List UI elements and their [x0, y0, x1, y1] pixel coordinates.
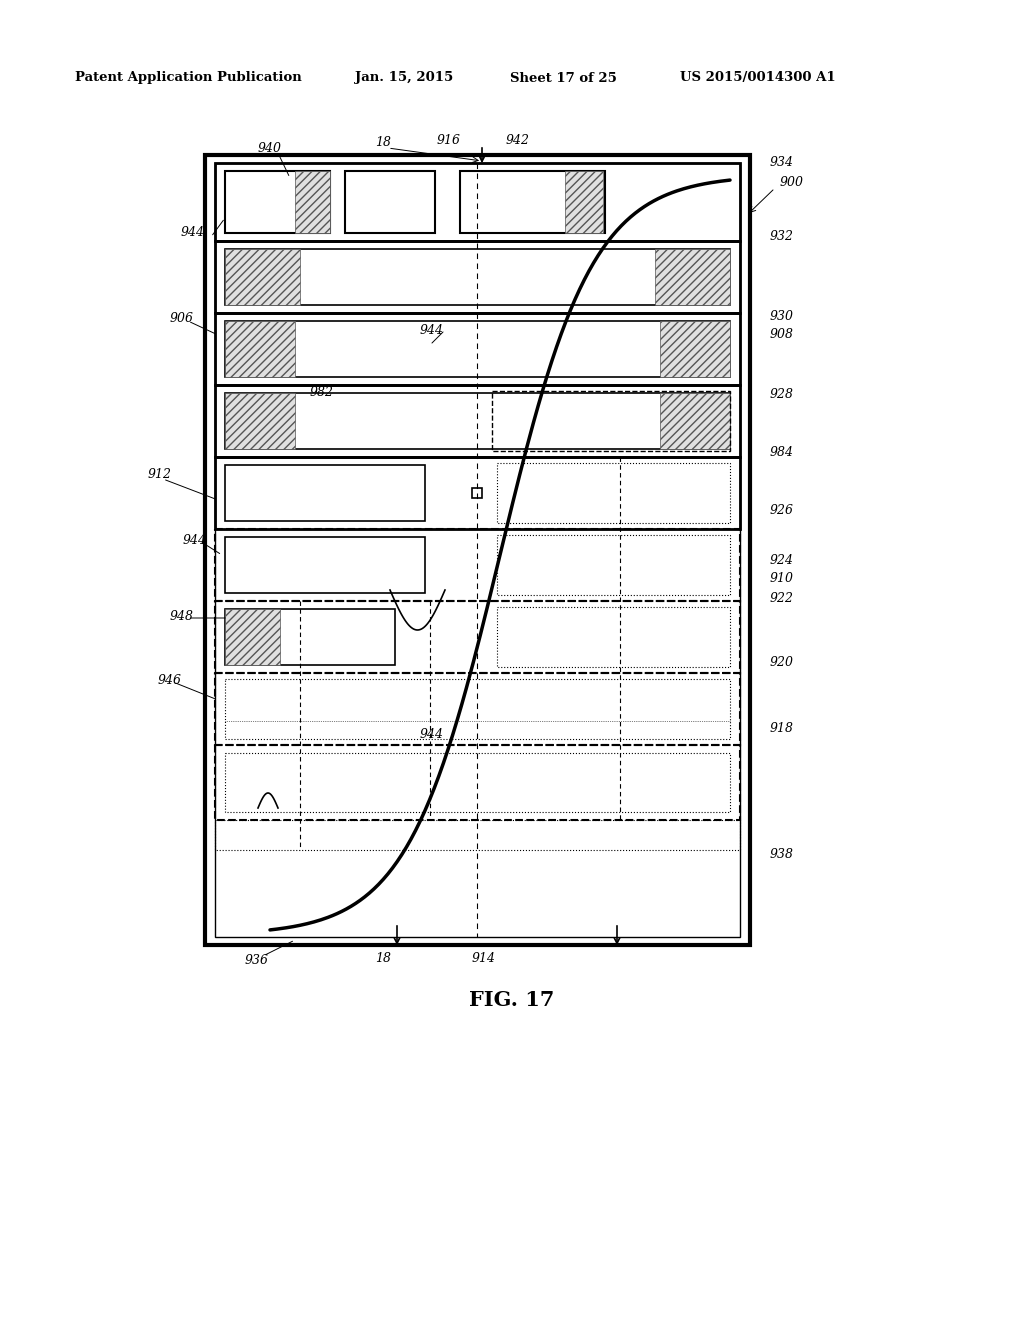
Bar	[225, 393, 730, 449]
Bar	[215, 457, 740, 529]
Text: 926: 926	[770, 503, 794, 516]
Text: 924: 924	[770, 553, 794, 566]
Bar	[295, 172, 330, 234]
Bar	[215, 601, 740, 673]
Bar	[225, 537, 425, 593]
Text: 922: 922	[770, 591, 794, 605]
Bar	[215, 820, 740, 850]
Bar	[660, 393, 730, 449]
Bar	[225, 172, 330, 234]
Text: Jan. 15, 2015: Jan. 15, 2015	[355, 71, 454, 84]
Bar	[225, 321, 295, 378]
Text: 916: 916	[437, 133, 461, 147]
Bar	[215, 744, 740, 820]
Bar	[225, 249, 730, 305]
Text: 920: 920	[770, 656, 794, 668]
Text: 912: 912	[148, 469, 172, 482]
Text: US 2015/0014300 A1: US 2015/0014300 A1	[680, 71, 836, 84]
Text: 18: 18	[375, 136, 391, 149]
Text: 934: 934	[770, 157, 794, 169]
Bar	[472, 488, 482, 498]
Text: 914: 914	[472, 952, 496, 965]
Text: FIG. 17: FIG. 17	[469, 990, 555, 1010]
Bar	[345, 172, 435, 234]
Bar	[225, 609, 395, 665]
Bar	[225, 678, 730, 739]
Text: 918: 918	[770, 722, 794, 734]
Bar	[215, 162, 740, 937]
Bar	[205, 154, 750, 945]
Text: 938: 938	[770, 849, 794, 862]
Text: 930: 930	[770, 309, 794, 322]
Bar	[215, 385, 740, 457]
Text: 948: 948	[170, 610, 194, 623]
Bar	[225, 321, 730, 378]
Bar	[655, 249, 730, 305]
Text: Sheet 17 of 25: Sheet 17 of 25	[510, 71, 616, 84]
Text: 942: 942	[506, 133, 530, 147]
Text: 982: 982	[310, 385, 334, 399]
Bar	[225, 609, 280, 665]
Bar	[225, 465, 425, 521]
Bar	[215, 313, 740, 385]
Text: 18: 18	[375, 952, 391, 965]
Bar	[215, 162, 740, 242]
Bar	[497, 535, 730, 595]
Bar	[225, 752, 730, 812]
Text: 940: 940	[258, 141, 282, 154]
Bar	[565, 172, 603, 234]
Bar	[225, 249, 300, 305]
Bar	[497, 607, 730, 667]
Text: 944: 944	[181, 227, 205, 239]
Text: 944: 944	[420, 729, 444, 742]
Bar	[215, 242, 740, 313]
Bar	[660, 321, 730, 378]
Text: 928: 928	[770, 388, 794, 401]
Text: 944: 944	[420, 323, 444, 337]
Bar	[215, 529, 740, 601]
Text: 936: 936	[245, 953, 269, 966]
Text: 910: 910	[770, 572, 794, 585]
Text: 946: 946	[158, 673, 182, 686]
Bar	[215, 673, 740, 744]
Bar	[460, 172, 605, 234]
Text: 944: 944	[183, 533, 207, 546]
Bar	[225, 393, 295, 449]
Text: 932: 932	[770, 231, 794, 243]
Text: Patent Application Publication: Patent Application Publication	[75, 71, 302, 84]
Text: 906: 906	[170, 312, 194, 325]
Text: 984: 984	[770, 446, 794, 458]
Bar	[492, 391, 730, 451]
Text: 908: 908	[770, 329, 794, 342]
Bar	[497, 463, 730, 523]
Text: 900: 900	[780, 176, 804, 189]
